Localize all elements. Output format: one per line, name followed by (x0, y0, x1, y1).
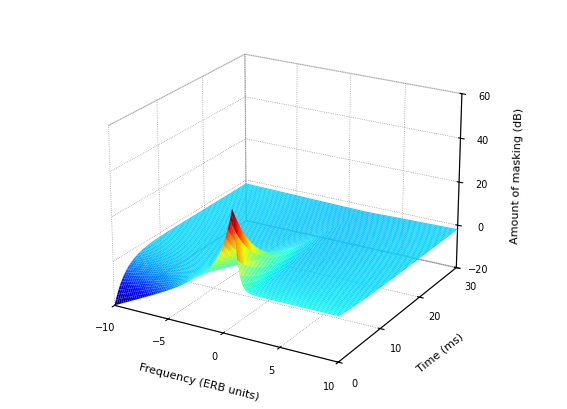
Y-axis label: Time (ms): Time (ms) (415, 332, 465, 375)
X-axis label: Frequency (ERB units): Frequency (ERB units) (138, 362, 260, 402)
